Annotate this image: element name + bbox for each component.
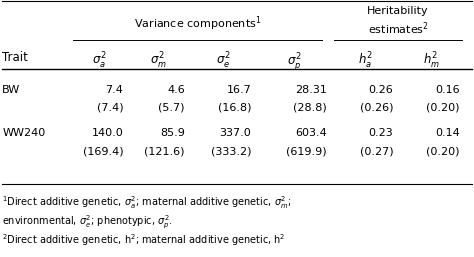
Text: (16.8): (16.8) [218, 103, 251, 113]
Text: BW: BW [2, 85, 21, 95]
Text: (333.2): (333.2) [211, 146, 251, 157]
Text: $\sigma^2_p$: $\sigma^2_p$ [287, 51, 301, 74]
Text: Variance components$^1$: Variance components$^1$ [134, 14, 262, 33]
Text: 4.6: 4.6 [167, 85, 185, 95]
Text: 0.14: 0.14 [435, 128, 460, 139]
Text: environmental, $\sigma^2_e$; phenotypic, $\sigma^2_p$.: environmental, $\sigma^2_e$; phenotypic,… [2, 213, 173, 231]
Text: Trait: Trait [2, 51, 28, 65]
Text: (169.4): (169.4) [82, 146, 123, 157]
Text: $h^2_m$: $h^2_m$ [423, 51, 440, 71]
Text: Heritability
estimates$^2$: Heritability estimates$^2$ [367, 6, 429, 37]
Text: 16.7: 16.7 [227, 85, 251, 95]
Text: WW240: WW240 [2, 128, 46, 139]
Text: 0.23: 0.23 [369, 128, 393, 139]
Text: 0.16: 0.16 [435, 85, 460, 95]
Text: $h^2_a$: $h^2_a$ [357, 51, 373, 71]
Text: 140.0: 140.0 [91, 128, 123, 139]
Text: 28.31: 28.31 [295, 85, 327, 95]
Text: (7.4): (7.4) [97, 103, 123, 113]
Text: (28.8): (28.8) [293, 103, 327, 113]
Text: (0.26): (0.26) [360, 103, 393, 113]
Text: 85.9: 85.9 [160, 128, 185, 139]
Text: (619.9): (619.9) [286, 146, 327, 157]
Text: $^2$Direct additive genetic, h$^2$; maternal additive genetic, h$^2$: $^2$Direct additive genetic, h$^2$; mate… [2, 233, 286, 248]
Text: 0.26: 0.26 [369, 85, 393, 95]
Text: $^1$Direct additive genetic, $\sigma^2_a$; maternal additive genetic, $\sigma^2_: $^1$Direct additive genetic, $\sigma^2_a… [2, 194, 292, 211]
Text: 337.0: 337.0 [219, 128, 251, 139]
Text: (0.20): (0.20) [426, 146, 460, 157]
Text: (121.6): (121.6) [145, 146, 185, 157]
Text: (5.7): (5.7) [158, 103, 185, 113]
Text: (0.20): (0.20) [426, 103, 460, 113]
Text: 7.4: 7.4 [105, 85, 123, 95]
Text: $\sigma^2_e$: $\sigma^2_e$ [216, 51, 230, 71]
Text: (0.27): (0.27) [360, 146, 393, 157]
Text: $\sigma^2_m$: $\sigma^2_m$ [150, 51, 167, 71]
Text: $\sigma^2_a$: $\sigma^2_a$ [92, 51, 107, 71]
Text: 603.4: 603.4 [295, 128, 327, 139]
